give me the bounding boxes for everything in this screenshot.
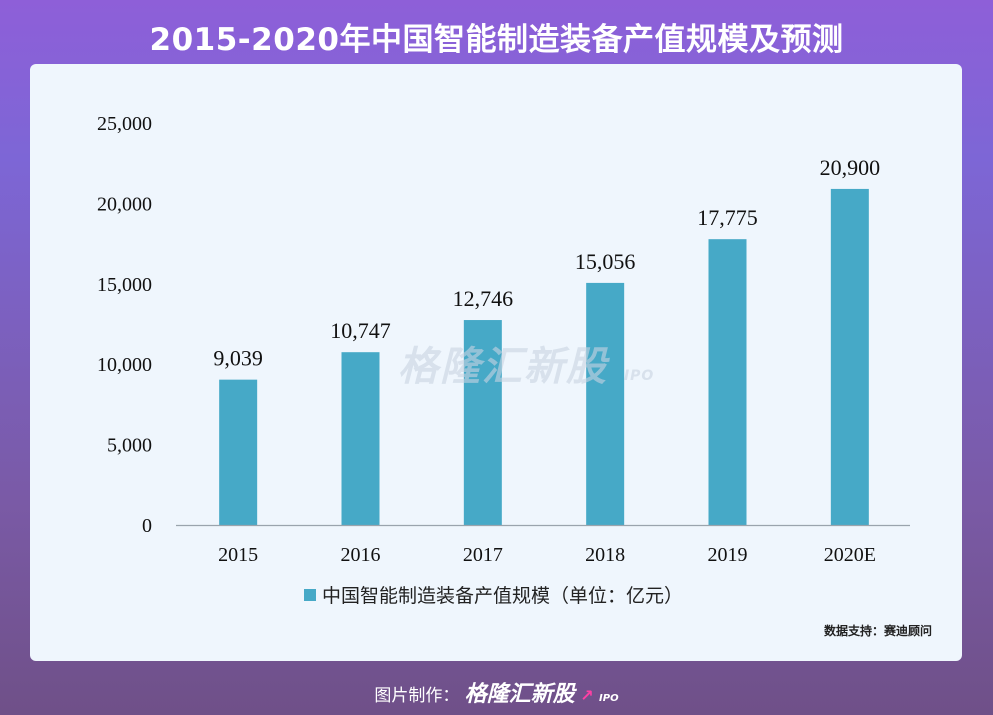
data-label: 10,747 — [330, 318, 391, 343]
chart-title: 2015-2020年中国智能制造装备产值规模及预测 — [149, 22, 844, 58]
watermark-ipo: IPO — [623, 368, 655, 384]
bar — [708, 239, 747, 526]
x-tick-label: 2015 — [218, 544, 258, 566]
data-source: 数据支持：赛迪顾问 — [823, 624, 932, 638]
chart-card: 0 5,000 10,000 15,000 20,000 25,000 9,039 10,7… — [30, 64, 962, 661]
y-tick-label: 25,000 — [97, 113, 152, 135]
footer-prefix: 图片制作： — [374, 686, 460, 706]
footer-brand-ipo: IPO — [599, 693, 619, 704]
legend-label: 中国智能制造装备产值规模（单位：亿元） — [322, 585, 683, 607]
bar — [219, 379, 258, 525]
y-tick-label: 5,000 — [107, 435, 152, 457]
x-tick-label: 2016 — [341, 544, 381, 566]
y-tick-label: 20,000 — [97, 193, 152, 215]
trend-arrow-icon: ↗ — [580, 686, 594, 705]
watermark-text: 格隆汇新股 — [398, 344, 608, 390]
footer-credit: 图片制作： 格隆汇新股 ↗ IPO — [0, 676, 993, 708]
legend: 中国智能制造装备产值规模（单位：亿元） — [304, 585, 683, 607]
bar — [830, 188, 869, 525]
bar — [463, 320, 502, 525]
data-label: 15,056 — [575, 249, 636, 274]
bar-chart: 0 5,000 10,000 15,000 20,000 25,000 9,039 10,7… — [97, 113, 910, 607]
bars-group: 9,039 10,747 12,746 15,056 17,775 20,900 — [213, 155, 881, 526]
data-label: 17,775 — [697, 205, 758, 230]
data-label: 12,746 — [453, 286, 514, 311]
x-axis: 2015 2016 2017 2018 2019 2020E — [176, 524, 910, 566]
y-tick-label: 0 — [142, 515, 152, 537]
data-label: 20,900 — [820, 155, 881, 180]
y-tick-label: 10,000 — [97, 354, 152, 376]
y-axis: 0 5,000 10,000 15,000 20,000 25,000 — [97, 113, 152, 537]
x-tick-label: 2018 — [585, 544, 625, 566]
legend-swatch — [304, 589, 316, 601]
x-tick-label: 2019 — [708, 544, 748, 566]
x-tick-label: 2017 — [463, 544, 503, 566]
y-tick-label: 15,000 — [97, 274, 152, 296]
x-tick-label: 2020E — [824, 544, 876, 566]
bar — [341, 352, 380, 525]
data-label: 9,039 — [213, 346, 263, 371]
bar — [586, 282, 625, 525]
watermark: 格隆汇新股 IPO — [398, 334, 654, 392]
footer-brand: 格隆汇新股 — [464, 682, 575, 707]
